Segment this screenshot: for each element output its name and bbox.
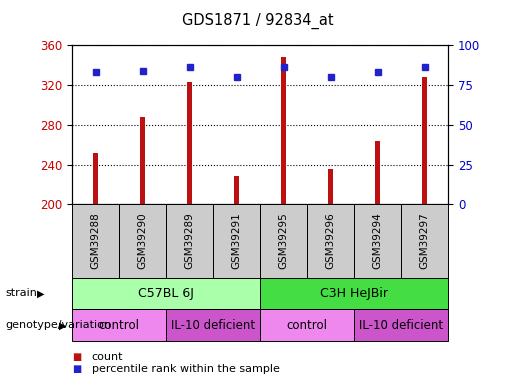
Bar	[166, 204, 213, 278]
Text: control: control	[98, 319, 140, 332]
Text: GSM39295: GSM39295	[279, 213, 288, 269]
Bar	[260, 204, 307, 278]
Bar	[375, 141, 381, 204]
Bar	[422, 77, 427, 204]
Text: genotype/variation: genotype/variation	[5, 320, 111, 330]
Text: GSM39291: GSM39291	[232, 213, 242, 269]
Bar	[72, 278, 260, 309]
Text: strain: strain	[5, 288, 37, 298]
Bar	[307, 204, 354, 278]
Text: control: control	[286, 319, 328, 332]
Bar	[166, 309, 260, 341]
Text: GSM39296: GSM39296	[325, 213, 336, 269]
Bar	[187, 82, 193, 204]
Text: C3H HeJBir: C3H HeJBir	[320, 287, 388, 300]
Bar	[140, 117, 145, 204]
Bar	[354, 309, 448, 341]
Text: GDS1871 / 92834_at: GDS1871 / 92834_at	[182, 12, 333, 29]
Text: ■: ■	[72, 352, 81, 362]
Text: ▶: ▶	[59, 320, 67, 330]
Text: ▶: ▶	[37, 288, 45, 298]
Bar	[281, 57, 286, 204]
Text: GSM39290: GSM39290	[138, 213, 148, 269]
Bar	[354, 204, 401, 278]
Text: ■: ■	[72, 364, 81, 374]
Bar	[260, 309, 354, 341]
Text: IL-10 deficient: IL-10 deficient	[359, 319, 443, 332]
Text: GSM39294: GSM39294	[372, 213, 383, 269]
Text: GSM39289: GSM39289	[184, 213, 195, 269]
Text: percentile rank within the sample: percentile rank within the sample	[92, 364, 280, 374]
Text: count: count	[92, 352, 123, 362]
Bar	[72, 204, 119, 278]
Bar	[234, 177, 239, 204]
Bar	[72, 309, 166, 341]
Text: GSM39288: GSM39288	[91, 213, 100, 269]
Text: C57BL 6J: C57BL 6J	[138, 287, 194, 300]
Bar	[328, 168, 333, 204]
Text: IL-10 deficient: IL-10 deficient	[171, 319, 255, 332]
Bar	[260, 278, 448, 309]
Text: GSM39297: GSM39297	[420, 213, 430, 269]
Bar	[119, 204, 166, 278]
Bar	[93, 153, 98, 204]
Bar	[401, 204, 448, 278]
Bar	[213, 204, 260, 278]
